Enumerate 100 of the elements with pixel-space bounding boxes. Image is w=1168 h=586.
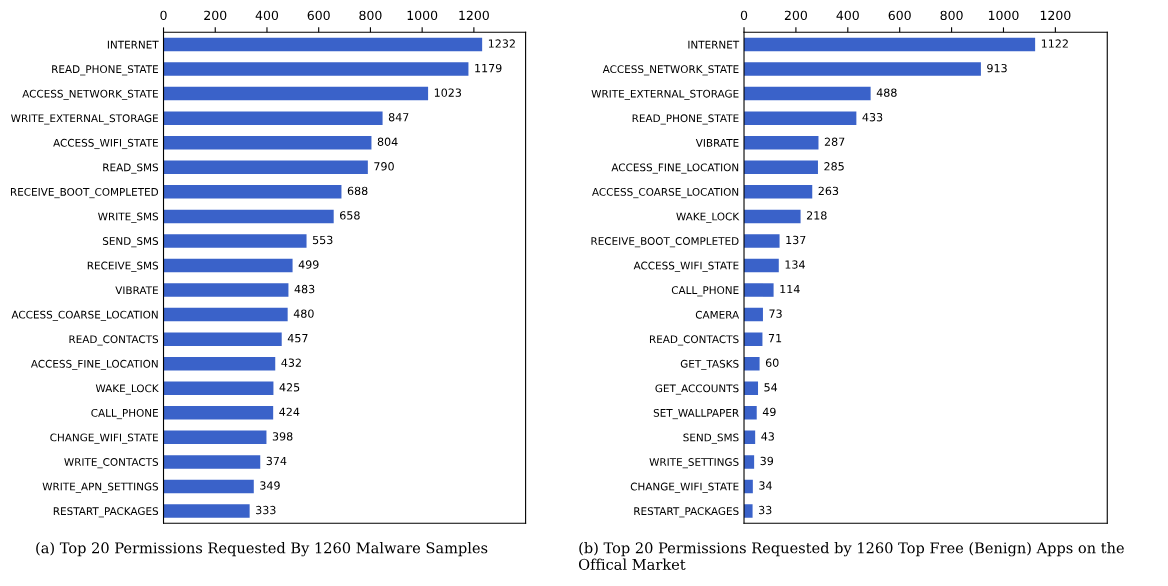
bar xyxy=(163,37,483,52)
bar xyxy=(163,62,469,76)
data-label: 847 xyxy=(388,112,409,122)
y-tick-label: ACCESS_COARSE_LOCATION xyxy=(11,310,158,321)
y-tick-label: INTERNET xyxy=(107,40,159,49)
data-label: 804 xyxy=(377,137,398,146)
bar xyxy=(163,283,289,297)
y-tick-label: GET_TASKS xyxy=(680,359,739,371)
x-tick-label: 800 xyxy=(940,10,963,21)
data-label: 790 xyxy=(374,162,394,171)
y-tick-label: CHANGE_WIFI_STATE xyxy=(50,433,158,444)
data-label: 333 xyxy=(256,505,276,515)
bar xyxy=(163,332,282,346)
text: (a) Top 20 Permissions Requested By 1260 Malware Samples xyxy=(36,542,488,557)
bar xyxy=(744,111,857,125)
y-tick-label: INTERNET xyxy=(688,40,740,49)
data-label: 913 xyxy=(987,63,1007,73)
y-tick-label: CAMERA xyxy=(695,310,740,319)
bar xyxy=(163,86,429,101)
x-tick-label: 1200 xyxy=(1040,10,1071,21)
x-tick-label: 600 xyxy=(888,10,911,21)
y-tick-label: VIBRATE xyxy=(115,286,158,294)
y-tick-label: RECEIVE_SMS xyxy=(87,261,159,272)
data-label: 1023 xyxy=(434,88,462,97)
y-tick-label: ACCESS_FINE_LOCATION xyxy=(30,359,158,371)
y-tick-label: ACCESS_WIFI_STATE xyxy=(633,261,739,272)
bar xyxy=(744,62,981,76)
y-tick-label: ACCESS_WIFI_STATE xyxy=(53,138,158,150)
bar xyxy=(163,381,274,396)
y-tick-label: RECEIVE_BOOT_COMPLETED xyxy=(591,237,739,248)
bar xyxy=(163,111,383,125)
data-label: 488 xyxy=(876,88,897,97)
bar xyxy=(744,356,760,371)
x-tick-label: 0 xyxy=(740,10,748,21)
y-tick-label: WAKE_LOCK xyxy=(95,384,159,395)
bar xyxy=(163,258,293,273)
data-label: 54 xyxy=(764,383,778,392)
y-tick-label: WRITE_EXTERNAL_STORAGE xyxy=(11,114,158,125)
y-tick-label: READ_PHONE_STATE xyxy=(632,114,739,125)
bar xyxy=(744,283,774,297)
bar xyxy=(163,234,307,248)
data-label: 374 xyxy=(266,456,287,466)
data-label: 43 xyxy=(761,432,774,441)
y-tick-label: ACCESS_FINE_LOCATION xyxy=(611,163,739,174)
y-tick-label: WRITE_CONTACTS xyxy=(64,458,159,469)
data-label: 263 xyxy=(818,186,839,196)
bar xyxy=(744,258,779,273)
data-label: 432 xyxy=(281,358,301,367)
data-label: 398 xyxy=(272,432,293,441)
bar xyxy=(744,307,763,322)
x-tick-label: 1200 xyxy=(459,10,489,21)
y-tick-label: READ_CONTACTS xyxy=(69,335,159,346)
y-tick-label: RESTART_PACKAGES xyxy=(53,507,159,518)
data-label: 499 xyxy=(298,260,319,269)
data-label: 73 xyxy=(769,309,782,318)
data-label: 480 xyxy=(293,309,314,318)
data-label: 71 xyxy=(768,334,782,343)
bar xyxy=(744,37,1036,52)
y-tick-label: WRITE_SETTINGS xyxy=(649,458,739,469)
data-label: 33 xyxy=(758,505,772,515)
x-tick-label: 400 xyxy=(255,10,279,21)
bar xyxy=(163,209,334,224)
bar xyxy=(744,455,755,469)
data-label: 1122 xyxy=(1041,39,1068,48)
data-label: 424 xyxy=(279,407,300,416)
x-tick-label: 400 xyxy=(836,10,859,21)
y-tick-label: READ_SMS xyxy=(103,163,159,174)
y-tick-label: WRITE_SMS xyxy=(98,212,159,223)
bar xyxy=(163,430,267,445)
x-tick-label: 1000 xyxy=(988,10,1019,21)
bar xyxy=(744,504,753,518)
data-label: 1179 xyxy=(475,63,502,73)
x-tick-label: 600 xyxy=(307,10,330,21)
bar xyxy=(744,406,757,420)
text: (b) Top 20 Permissions Requested by 1260 Top Free (Benign) Apps on the Offical Market xyxy=(578,542,1124,570)
bar xyxy=(163,356,276,371)
bar xyxy=(163,307,288,322)
bar xyxy=(744,160,818,175)
data-label: 433 xyxy=(862,112,883,122)
data-label: 285 xyxy=(824,162,844,171)
data-label: 1232 xyxy=(488,39,515,48)
bar xyxy=(163,455,261,469)
bar xyxy=(744,332,763,346)
bar xyxy=(163,406,274,420)
bar xyxy=(744,209,801,224)
y-tick-label: ACCESS_NETWORK_STATE xyxy=(602,65,739,76)
bar xyxy=(163,504,250,518)
data-label: 457 xyxy=(287,334,308,343)
data-label: 39 xyxy=(760,456,774,466)
y-tick-label: WAKE_LOCK xyxy=(676,212,740,223)
y-tick-label: ACCESS_NETWORK_STATE xyxy=(22,89,158,100)
bar xyxy=(744,185,813,199)
data-label: 49 xyxy=(762,407,776,417)
x-tick-label: 200 xyxy=(784,10,808,21)
y-tick-label: WRITE_APN_SETTINGS xyxy=(42,482,159,493)
bar xyxy=(163,160,368,175)
data-label: 287 xyxy=(824,137,845,146)
y-tick-label: GET_ACCOUNTS xyxy=(655,384,739,395)
y-tick-label: READ_CONTACTS xyxy=(649,335,739,346)
data-label: 349 xyxy=(260,481,280,490)
